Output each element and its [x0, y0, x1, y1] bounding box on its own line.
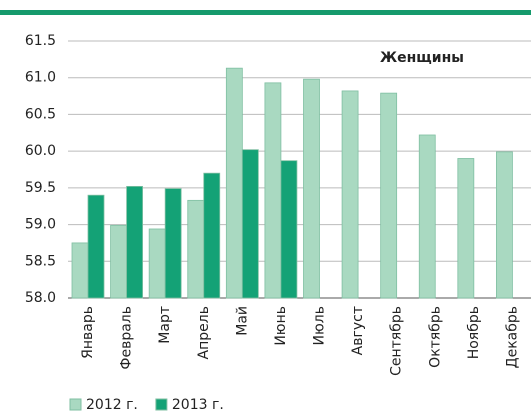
bar — [241, 149, 259, 299]
bar — [225, 67, 243, 299]
bar — [71, 242, 89, 299]
legend-swatch — [69, 398, 82, 411]
x-tick-label: Апрель — [196, 306, 212, 359]
bar — [126, 185, 143, 299]
bar — [341, 90, 359, 299]
y-tick-label: 58.5 — [25, 253, 56, 269]
bar — [203, 172, 221, 299]
x-tick-label: Сентябрь — [389, 306, 405, 376]
annotation: Женщины — [380, 50, 464, 66]
x-tick-label: Декабрь — [504, 306, 520, 368]
x-tick-label: Май — [234, 306, 250, 336]
bar — [496, 151, 513, 299]
x-tick-label: Январь — [80, 306, 96, 359]
bar — [418, 134, 436, 299]
bar — [264, 82, 282, 299]
y-tick-label: 59.0 — [25, 217, 56, 233]
x-tick-label: Ноябрь — [466, 306, 482, 359]
x-tick-label: Июнь — [273, 306, 289, 346]
bar — [303, 78, 320, 299]
bar — [164, 188, 182, 299]
y-tick-label: 58.0 — [25, 290, 56, 306]
legend-swatch — [155, 398, 168, 411]
x-tick-label: Февраль — [119, 306, 135, 370]
x-tick-label: Август — [350, 306, 366, 355]
header-bar — [0, 10, 531, 15]
bar — [380, 92, 398, 299]
y-tick-label: 61.5 — [25, 33, 56, 49]
x-tick-label: Июль — [312, 306, 328, 345]
bar — [87, 194, 105, 299]
x-tick-label: Март — [157, 306, 173, 344]
x-tick-label: Октябрь — [427, 306, 443, 368]
bar — [187, 199, 205, 299]
bar — [457, 158, 475, 299]
y-tick-label: 59.5 — [25, 180, 56, 196]
y-tick-label: 60.5 — [25, 106, 56, 122]
legend-label: 2013 г. — [172, 397, 224, 413]
y-tick-label: 60.0 — [25, 143, 56, 159]
bar — [280, 160, 298, 299]
legend-label: 2012 г. — [86, 397, 138, 413]
bar — [148, 228, 166, 299]
bar — [110, 224, 127, 299]
y-tick-label: 61.0 — [25, 70, 56, 86]
